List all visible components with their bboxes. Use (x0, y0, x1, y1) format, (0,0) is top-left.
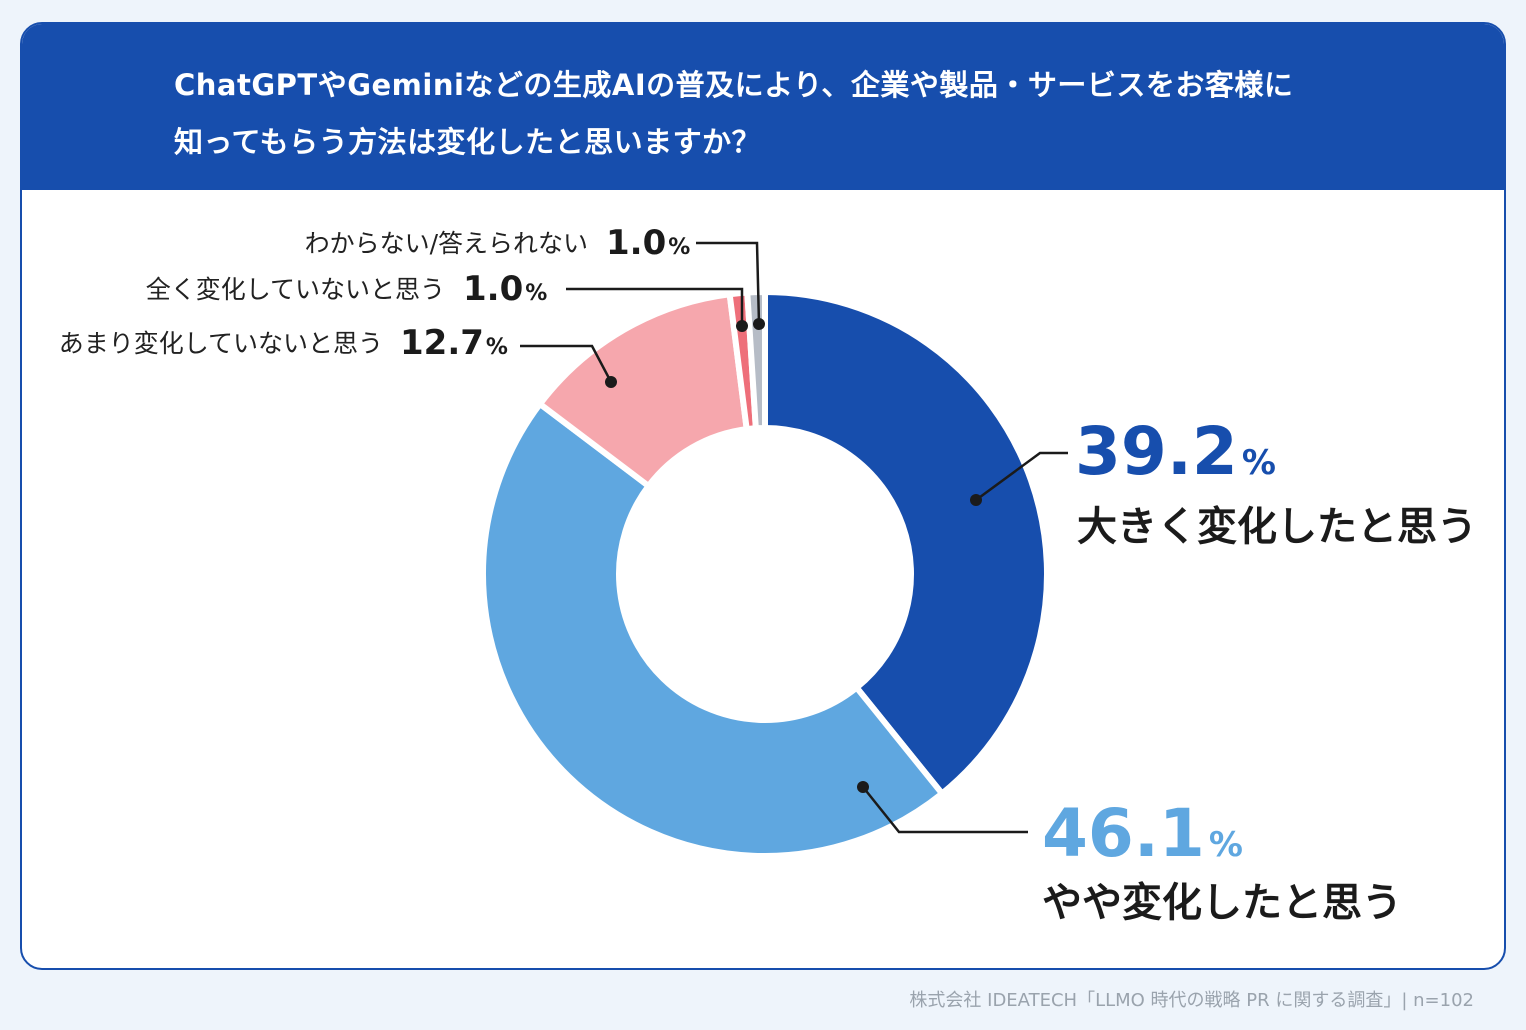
value-label-little-change: 12.7% (400, 323, 508, 363)
leader-dot-little-change (605, 376, 617, 388)
source-note: 株式会社 IDEATECH「LLMO 時代の戦略 PR に関する調査」| n=1… (909, 990, 1474, 1011)
leader-line-dont-know (696, 241, 761, 325)
leader-dot-dont-know (753, 318, 765, 330)
leader-dot-no-change (736, 320, 748, 332)
callout-dots (605, 318, 982, 793)
question-title-line-2: 知ってもらう方法は変化したと思いますか？ (174, 125, 762, 159)
callout-lines (520, 241, 1068, 834)
category-label-no-change: 全く変化していないと思う (146, 275, 445, 304)
leader-line-large-change (975, 451, 1068, 502)
value-label-slight-change: 46.1% (1042, 795, 1243, 872)
slice-large-change (762, 289, 1050, 797)
leader-line-slight-change (862, 786, 1028, 834)
leader-line-little-change (520, 344, 613, 383)
category-label-large-change: 大きく変化したと思う (1077, 504, 1477, 550)
question-header: ChatGPTやGeminiなどの生成AIの普及により、企業や製品・サービスをお… (22, 24, 1504, 190)
category-label-dont-know: わからない/答えられない (305, 229, 588, 258)
value-label-large-change: 39.2% (1075, 413, 1276, 490)
question-title-line-1: ChatGPTやGeminiなどの生成AIの普及により、企業や製品・サービスをお… (174, 68, 1294, 102)
category-label-slight-change: やや変化したと思う (1042, 880, 1402, 926)
category-label-little-change: あまり変化していないと思う (59, 329, 383, 358)
donut-slices (480, 289, 1050, 859)
value-label-dont-know: 1.0% (606, 223, 690, 263)
leader-dot-large-change (970, 494, 982, 506)
slice-slight-change (480, 400, 946, 859)
leader-dot-slight-change (857, 781, 869, 793)
leader-line-no-change (566, 287, 744, 326)
slice-little-change (537, 291, 750, 489)
value-label-no-change: 1.0% (463, 269, 547, 309)
